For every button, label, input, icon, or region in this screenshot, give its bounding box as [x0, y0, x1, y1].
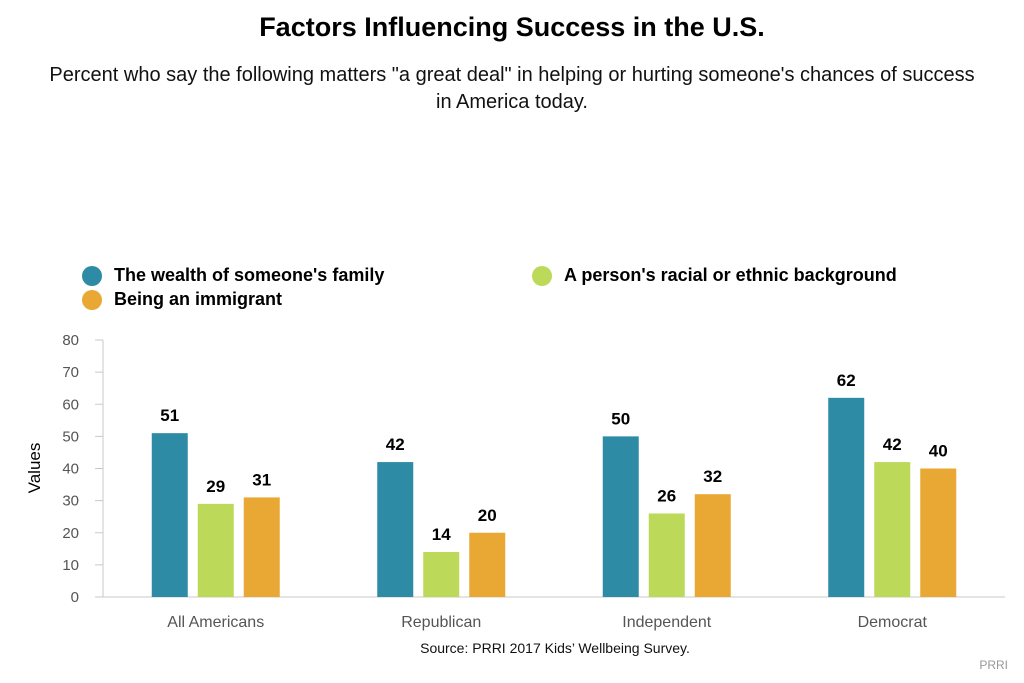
- bar[interactable]: [377, 462, 414, 597]
- bar-value-label: 40: [929, 442, 948, 461]
- chart-subtitle: Percent who say the following matters "a…: [49, 64, 975, 113]
- y-tick-label: 70: [62, 364, 79, 381]
- legend-item-wealth[interactable]: The wealth of someone's family: [82, 265, 384, 286]
- bar[interactable]: [828, 397, 865, 597]
- y-axis-title: Values: [25, 443, 44, 494]
- x-tick-label: All Americans: [167, 614, 264, 631]
- bar[interactable]: [243, 497, 280, 597]
- bar[interactable]: [920, 468, 957, 598]
- bar[interactable]: [469, 532, 506, 597]
- bar-value-label: 29: [206, 477, 225, 496]
- chart-title: Factors Influencing Success in the U.S.: [259, 12, 765, 42]
- bar[interactable]: [197, 503, 234, 597]
- x-tick-label: Independent: [622, 614, 712, 631]
- bar[interactable]: [874, 462, 911, 597]
- bar[interactable]: [694, 494, 731, 597]
- bar[interactable]: [602, 436, 639, 597]
- bar-value-label: 62: [837, 371, 856, 390]
- legend-item-immigrant[interactable]: Being an immigrant: [82, 289, 282, 310]
- y-tick-label: 80: [62, 332, 79, 349]
- legend-label-immigrant: Being an immigrant: [114, 289, 283, 309]
- bar-value-label: 50: [611, 409, 630, 428]
- x-tick-label: Republican: [401, 614, 481, 631]
- y-tick-label: 50: [62, 428, 79, 445]
- y-tick-label: 40: [62, 461, 79, 478]
- legend-swatch-race: [532, 265, 552, 286]
- bar-value-label: 51: [160, 406, 179, 425]
- bar-value-label: 14: [432, 525, 451, 544]
- y-tick-label: 10: [62, 557, 79, 574]
- bar-value-label: 32: [703, 467, 722, 486]
- bar[interactable]: [151, 433, 188, 597]
- legend-label-race: A person's racial or ethnic background: [564, 265, 897, 285]
- bar-value-label: 26: [657, 486, 676, 505]
- y-tick-label: 20: [62, 525, 79, 542]
- legend-label-wealth: The wealth of someone's family: [114, 265, 385, 285]
- source-note: Source: PRRI 2017 Kids’ Wellbeing Survey…: [420, 640, 690, 656]
- bar[interactable]: [648, 513, 685, 597]
- y-tick-label: 60: [62, 396, 79, 413]
- y-tick-label: 30: [62, 493, 79, 510]
- bar-value-label: 42: [386, 435, 405, 454]
- credit-label: PRRI: [979, 658, 1008, 672]
- legend-item-race[interactable]: A person's racial or ethnic background: [532, 265, 897, 286]
- bar-value-label: 42: [883, 435, 902, 454]
- bar-value-label: 31: [252, 470, 271, 489]
- legend-swatch-immigrant: [82, 289, 102, 310]
- bar[interactable]: [423, 552, 460, 597]
- bar-value-label: 20: [478, 506, 497, 525]
- x-tick-label: Democrat: [858, 614, 928, 631]
- legend-swatch-wealth: [82, 265, 102, 286]
- y-tick-label: 0: [71, 589, 79, 606]
